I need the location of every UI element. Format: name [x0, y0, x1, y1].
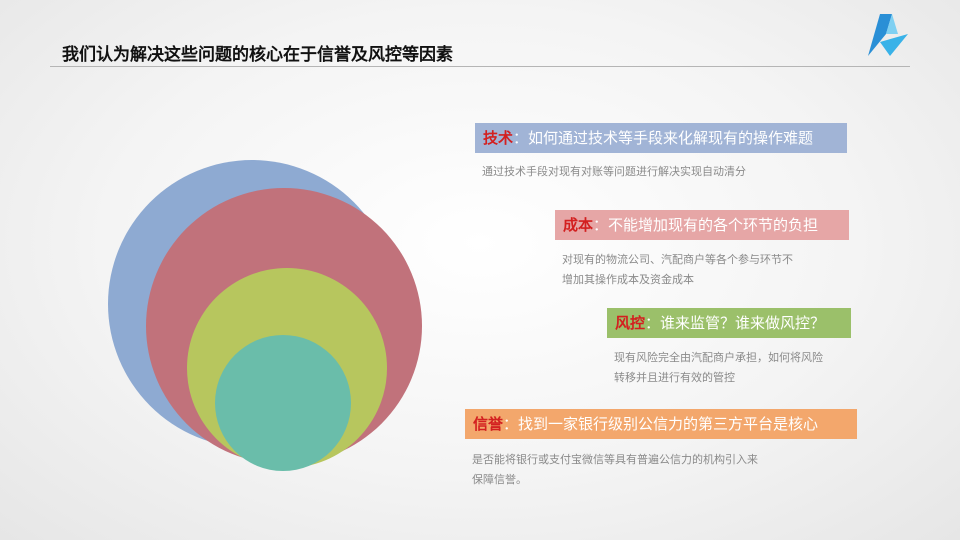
label-tech-colon: ： [513, 129, 529, 147]
label-reputation: 信誉：找到一家银行级别公信力的第三方平台是核心 [465, 409, 857, 439]
label-tech-desc: 如何通过技术等手段来化解现有的操作难题 [528, 129, 814, 147]
label-cost-desc: 不能增加现有的各个环节的负担 [608, 216, 819, 234]
label-tech-key: 技术 [483, 129, 514, 147]
label-risk-desc: 谁来监管？谁来做风控？ [660, 314, 826, 332]
label-reputation-key: 信誉 [473, 415, 504, 433]
desc-risk-line: 现有风险完全由汽配商户承担，如何将风险 [614, 351, 823, 364]
desc-cost-line: 对现有的物流公司、汽配商户等各个参与环节不 [562, 253, 793, 266]
label-reputation-colon: ： [503, 415, 519, 433]
page-title: 我们认为解决这些问题的核心在于信誉及风控等因素 [62, 45, 453, 65]
label-tech: 技术：如何通过技术等手段来化解现有的操作难题 [475, 123, 847, 153]
desc-reputation-line: 是否能将银行或支付宝微信等具有普遍公信力的机构引入来 [472, 453, 758, 466]
desc-risk-line: 转移并且进行有效的管控 [614, 371, 735, 384]
label-cost-colon: ： [593, 216, 609, 234]
desc-cost: 对现有的物流公司、汽配商户等各个参与环节不 增加其操作成本及资金成本 [562, 250, 793, 290]
label-cost-key: 成本 [563, 216, 594, 234]
desc-reputation: 是否能将银行或支付宝微信等具有普遍公信力的机构引入来 保障信誉。 [472, 450, 758, 490]
brand-logo-icon [868, 14, 908, 56]
desc-tech: 通过技术手段对现有对账等问题进行解决实现自动清分 [482, 162, 746, 182]
label-cost: 成本：不能增加现有的各个环节的负担 [555, 210, 849, 240]
desc-tech-line: 通过技术手段对现有对账等问题进行解决实现自动清分 [482, 165, 746, 178]
title-divider [50, 66, 910, 67]
label-risk: 风控：谁来监管？谁来做风控？ [607, 308, 851, 338]
label-risk-key: 风控 [615, 314, 646, 332]
desc-reputation-line: 保障信誉。 [472, 473, 527, 486]
label-risk-colon: ： [645, 314, 661, 332]
desc-risk: 现有风险完全由汽配商户承担，如何将风险 转移并且进行有效的管控 [614, 348, 823, 388]
circle-reputation [215, 335, 351, 471]
label-reputation-desc: 找到一家银行级别公信力的第三方平台是核心 [518, 415, 819, 433]
desc-cost-line: 增加其操作成本及资金成本 [562, 273, 694, 286]
